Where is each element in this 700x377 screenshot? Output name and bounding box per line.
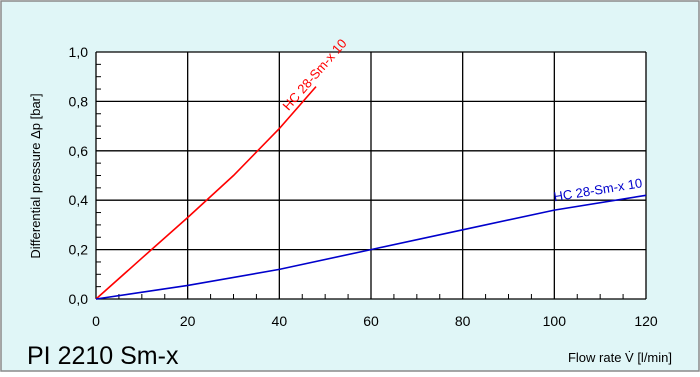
y-tick-label: 1,0 xyxy=(69,44,89,60)
y-tick-label: 0,8 xyxy=(69,93,89,109)
y-tick-label: 0,4 xyxy=(69,192,89,208)
series-line-red xyxy=(95,86,317,300)
x-axis-label: Flow rate V̇ [l/min] xyxy=(568,350,672,365)
x-tick-label: 0 xyxy=(92,313,100,329)
grid xyxy=(95,51,647,300)
y-tick-label: 0,6 xyxy=(69,143,89,159)
x-tick-label: 120 xyxy=(634,313,658,329)
x-tick-label: 80 xyxy=(455,313,471,329)
minor-ticks xyxy=(96,63,624,299)
x-tick-labels: 0 20 40 60 80 100 120 xyxy=(92,313,658,329)
y-tick-labels: 0,0 0,2 0,4 0,6 0,8 1,0 xyxy=(69,44,89,307)
y-tick-label: 0,0 xyxy=(69,291,89,307)
x-tick-label: 60 xyxy=(363,313,379,329)
y-tick-label: 0,2 xyxy=(69,242,89,258)
y-axis-label: Differential pressure Δp [bar] xyxy=(28,93,43,258)
x-tick-label: 20 xyxy=(180,313,196,329)
x-tick-label: 100 xyxy=(543,313,567,329)
series-lines xyxy=(95,86,647,300)
x-tick-label: 40 xyxy=(272,313,288,329)
chart-title: PI 2210 Sm-x xyxy=(27,342,179,370)
series-line-blue xyxy=(95,194,647,300)
